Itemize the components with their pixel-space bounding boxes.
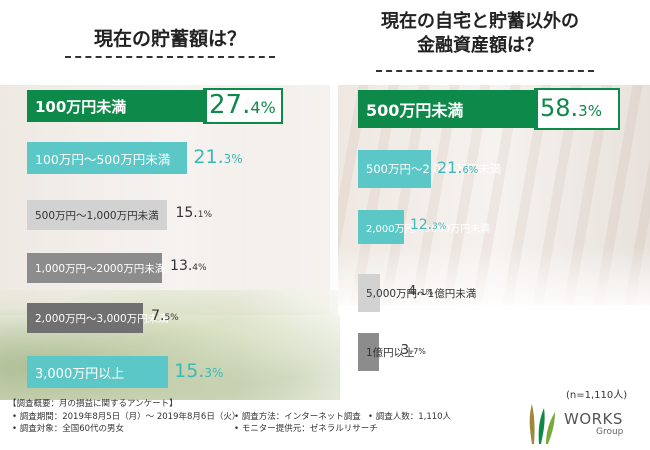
bar-value-integer: 21.: [193, 145, 224, 168]
bar: 500万円未満: [358, 90, 538, 128]
right-chart-title: 現在の自宅と貯蓄以外の 金融資産額は？: [345, 10, 615, 58]
bar-value-decimal: 4%: [192, 263, 207, 273]
bar-value-label: 15. 1%: [175, 205, 212, 221]
bar-value-decimal: 7%: [413, 346, 426, 356]
bar-value-decimal: 3%: [223, 151, 243, 166]
footnote-heading: 【調査概要：月の損益に関するアンケート】: [8, 399, 178, 409]
bar-value-decimal: 3%: [578, 102, 602, 120]
right-title-underline: [376, 70, 594, 72]
footnote-period: • 調査期間：2019年8月5日（月）～ 2019年8月6日（火）: [12, 411, 241, 422]
bar-value-label: 4. 1%: [408, 284, 433, 299]
bar-value-integer: 12.: [409, 217, 433, 233]
right-title-line-1: 現在の自宅と貯蓄以外の: [381, 11, 579, 32]
bar-category-label: 3,000万円以上: [35, 366, 125, 382]
bar-value-integer: 58.: [540, 94, 579, 122]
bar-value-decimal: 1%: [197, 210, 213, 220]
highlight-frame: [534, 88, 620, 130]
bar-category-label: 5,000万円～1億円未満: [366, 287, 477, 300]
bar-category-label: 100万円未満: [35, 97, 127, 116]
left-chart-title: 現在の貯蓄額は？: [93, 28, 246, 50]
footnote-method: • 調査方法：インターネット調査: [234, 411, 361, 422]
bar-category-label: 1,000万円～2000万円未満: [35, 262, 166, 275]
bar-value-integer: 13.: [170, 258, 193, 274]
bar-category-label: 1億円以上: [366, 346, 415, 359]
bar-value-label: 3. 7%: [401, 343, 426, 358]
footnote-provider: • モニター提供元：ゼネラルリサーチ: [234, 424, 378, 434]
bar: 1億円以上: [358, 333, 415, 371]
bar-category-label: 2,000万円～3,000万円未満: [35, 312, 169, 325]
bar: 2,000万円～5000万円未満: [358, 210, 490, 244]
bar: 5,000万円～1億円未満: [358, 274, 476, 312]
bar-value-integer: 15.: [175, 205, 198, 221]
bar-value-label: 15. 3%: [174, 360, 223, 382]
bar: 100万円～500万円未満: [27, 142, 188, 174]
bar-value-decimal: 1%: [420, 287, 434, 297]
bar-value-integer: 4.: [407, 283, 421, 299]
bar-category-label: 500万円～1,000万円未満: [35, 209, 159, 222]
bar-value-label: 13. 4%: [170, 258, 207, 274]
bar-value-integer: 7.: [151, 308, 165, 324]
left-title-underline: [65, 56, 275, 58]
right-title-line-2: 金融資産額は？: [417, 35, 543, 56]
works-group-logo: WORKS Group: [524, 400, 644, 446]
bar-value-label: 58. 3%: [540, 94, 602, 122]
bar-value-label: 27. 4%: [209, 90, 276, 120]
footnote-count: • 調査人数：1,110人: [368, 411, 452, 422]
background-fade-left: [0, 85, 340, 405]
bar-value-label: 12. 3%: [410, 217, 447, 233]
bar-value-integer: 27.: [209, 90, 251, 120]
bar-value-decimal: 3%: [432, 222, 447, 232]
bar-category-label: 500万円未満: [366, 101, 464, 120]
bar-category-label: 500万円～2,000万円未満: [366, 162, 502, 176]
highlight-frame: [203, 88, 283, 124]
bar-value-integer: 21.: [436, 158, 463, 177]
bar: 1,000万円～2000万円未満: [27, 253, 166, 283]
bar-value-decimal: 5%: [164, 313, 179, 323]
bar-value-label: 21. 6%: [437, 158, 478, 177]
bar-value-integer: 3.: [400, 342, 414, 358]
bar-value-decimal: 6%: [462, 165, 479, 176]
bar-value-decimal: 3%: [204, 365, 224, 380]
bar: 100万円未満: [27, 90, 207, 122]
bar-category-label: 100万円～500万円未満: [35, 151, 171, 167]
bar: 3,000万円以上: [27, 356, 169, 388]
bar-value-label: 21. 3%: [193, 146, 242, 168]
logo-subtext: Group: [596, 427, 624, 437]
bar: 2,000万円～3,000万円未満: [27, 303, 169, 333]
logo-text: WORKS: [564, 410, 623, 428]
bar-value-decimal: 4%: [250, 98, 276, 117]
sample-size: (n=1,110人): [566, 390, 628, 401]
bar-category-label: 2,000万円～5000万円未満: [366, 223, 491, 235]
bar: 500万円～2,000万円未満: [358, 150, 501, 188]
logo-mark-icon: [529, 404, 555, 444]
footnote-target: • 調査対象：全国60代の男女: [12, 424, 125, 434]
bar-value-integer: 15.: [174, 359, 205, 382]
bar: 500万円～1,000万円未満: [27, 200, 168, 230]
bar-value-label: 7. 5%: [151, 308, 179, 324]
